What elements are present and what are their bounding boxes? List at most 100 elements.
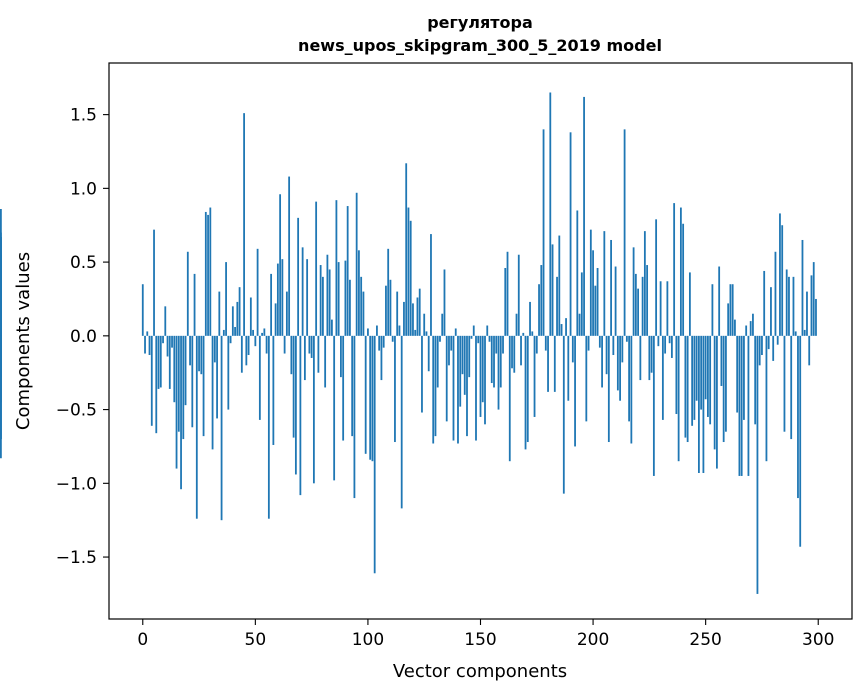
bar — [716, 335, 718, 469]
bar — [349, 279, 351, 336]
bar — [752, 313, 754, 336]
bar — [389, 279, 392, 336]
bar — [553, 335, 556, 392]
bar — [177, 335, 180, 432]
bar — [529, 301, 531, 336]
bar — [679, 207, 682, 336]
bar — [605, 335, 608, 375]
plot-frame — [108, 62, 853, 620]
bar — [652, 335, 655, 476]
bar — [358, 250, 360, 336]
bar — [189, 335, 191, 366]
bar — [781, 225, 784, 336]
bar — [294, 335, 297, 475]
bar — [625, 335, 628, 342]
bar — [646, 265, 649, 336]
bar — [743, 335, 745, 420]
bar — [801, 239, 804, 336]
bar — [477, 335, 480, 344]
bar — [583, 96, 585, 336]
bar — [315, 201, 318, 336]
bar — [508, 335, 511, 462]
bar — [488, 335, 491, 342]
bar — [547, 335, 549, 392]
bar — [265, 335, 268, 354]
y-tick-label: 0.0 — [70, 327, 97, 347]
bar — [517, 254, 520, 336]
bar — [542, 129, 545, 336]
bar — [734, 319, 736, 336]
bar — [335, 200, 338, 336]
bar — [634, 273, 637, 336]
bar — [506, 251, 509, 336]
y-tick-label: 0.5 — [70, 253, 97, 273]
bar — [574, 335, 576, 447]
bar — [603, 231, 606, 336]
bar — [150, 335, 153, 426]
bar — [355, 192, 358, 336]
y-axis-label: Components values — [13, 252, 34, 430]
x-tick-label: 50 — [245, 630, 267, 650]
bar — [619, 335, 621, 401]
bar — [195, 335, 198, 519]
bar — [258, 335, 261, 420]
bar — [533, 335, 536, 417]
bar — [220, 335, 223, 521]
bar — [434, 335, 437, 437]
bar — [727, 303, 730, 336]
bar — [312, 335, 315, 484]
bar — [400, 335, 403, 509]
bar — [182, 335, 185, 440]
bar — [346, 206, 349, 336]
bar — [317, 335, 320, 373]
bar — [493, 335, 495, 388]
bar — [684, 335, 687, 438]
bar — [623, 129, 626, 336]
bar — [749, 321, 752, 336]
bar — [283, 335, 286, 354]
bar — [812, 262, 815, 336]
bar — [321, 276, 324, 336]
bar — [799, 335, 802, 547]
bar — [191, 335, 194, 428]
bar — [261, 332, 264, 336]
bar — [790, 335, 793, 440]
bar — [490, 335, 493, 384]
bar — [396, 291, 399, 336]
bar — [675, 335, 678, 415]
bar — [222, 329, 225, 336]
bar — [531, 331, 534, 336]
bar — [454, 328, 457, 336]
bar — [364, 335, 367, 454]
bar — [637, 288, 640, 336]
bar — [144, 335, 146, 354]
bar — [276, 263, 279, 336]
bar — [601, 335, 603, 388]
bar — [700, 335, 703, 410]
bar — [231, 306, 234, 336]
bar — [722, 335, 725, 443]
bar — [256, 248, 259, 336]
bar — [596, 267, 599, 336]
bar — [797, 335, 799, 499]
bar — [285, 291, 288, 336]
bar — [763, 270, 766, 336]
bar — [254, 335, 257, 347]
bar — [562, 335, 565, 494]
bar — [691, 335, 694, 426]
bar — [308, 335, 311, 354]
bar — [628, 335, 631, 422]
bar — [702, 335, 705, 473]
bar — [551, 244, 554, 336]
bar — [236, 301, 239, 336]
bar — [371, 335, 374, 462]
bar — [299, 335, 302, 496]
bar — [252, 329, 254, 336]
bar — [495, 335, 498, 354]
bar — [344, 260, 347, 336]
bar — [229, 335, 232, 344]
x-axis-label: Vector components — [393, 661, 567, 682]
bar — [157, 335, 160, 389]
bar — [711, 284, 714, 336]
bar — [697, 335, 700, 473]
